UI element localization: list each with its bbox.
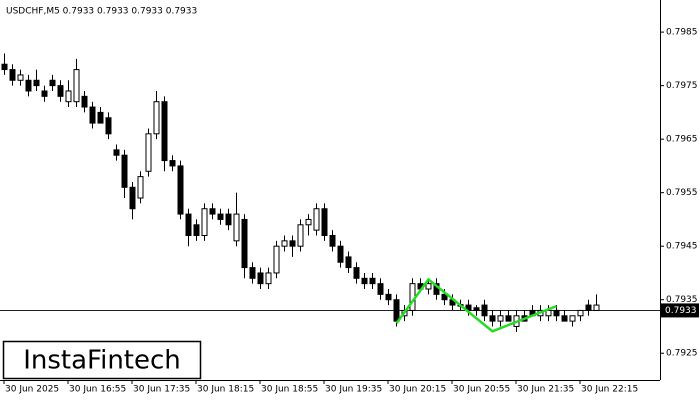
candle-body xyxy=(329,234,336,247)
x-tick-label: 30 Jun 20:55 xyxy=(453,385,510,395)
candle-body xyxy=(217,213,224,220)
x-tick-label: 30 Jun 2025 xyxy=(5,385,59,395)
pattern-line xyxy=(395,277,557,333)
y-tick-label: 0.7965 xyxy=(666,135,698,145)
candle-body xyxy=(585,304,592,311)
x-tick-label: 30 Jun 18:55 xyxy=(261,385,318,395)
candle-body xyxy=(265,272,272,285)
candle-body xyxy=(225,213,232,226)
candle-body xyxy=(273,245,280,274)
candle-body xyxy=(425,283,432,290)
candle-body xyxy=(185,213,192,236)
candle-body xyxy=(49,79,56,87)
candle-body xyxy=(129,186,136,210)
candle-body xyxy=(305,218,312,226)
candle-body xyxy=(25,79,32,92)
candle-body xyxy=(561,315,568,322)
x-tick-label: 30 Jun 20:15 xyxy=(389,385,446,395)
candle-body xyxy=(345,256,352,269)
candle-body xyxy=(313,208,320,231)
candle-body xyxy=(377,283,384,295)
candle-body xyxy=(553,309,560,317)
candle-body xyxy=(297,224,304,247)
candle-body xyxy=(577,309,584,317)
x-tick-label: 30 Jun 18:15 xyxy=(197,385,254,395)
candle-body xyxy=(169,160,176,167)
candle-body xyxy=(177,165,184,215)
candle-body xyxy=(89,106,96,124)
candle-body xyxy=(257,272,264,285)
candle-body xyxy=(385,293,392,301)
chart-title: USDCHF,M5 0.7933 0.7933 0.7933 0.7933 xyxy=(6,7,197,17)
candle-body xyxy=(1,63,8,71)
candle-body xyxy=(441,293,448,301)
y-tick-label: 0.7935 xyxy=(666,295,698,305)
candle-body xyxy=(41,90,48,97)
candle-body xyxy=(81,95,88,108)
y-tick-label: 0.7975 xyxy=(666,81,698,91)
candle-body xyxy=(489,315,496,322)
candle-body xyxy=(209,208,216,215)
watermark: InstaFintech xyxy=(23,346,181,376)
candle-body xyxy=(113,149,120,156)
candle-body xyxy=(193,224,200,236)
candle-body xyxy=(569,315,576,322)
candle-body xyxy=(201,208,208,236)
current-price-box xyxy=(661,303,699,318)
candle-body xyxy=(505,315,512,322)
candle-body xyxy=(249,267,256,279)
candle-body xyxy=(369,277,376,285)
candle-body xyxy=(97,111,104,124)
y-tick-label: 0.7955 xyxy=(666,188,698,198)
y-tick-label: 0.7945 xyxy=(666,242,698,252)
candle-body xyxy=(161,101,168,162)
candle-body xyxy=(473,307,480,311)
candle-body xyxy=(241,218,248,269)
candle-body xyxy=(233,213,240,242)
x-tick-label: 30 Jun 21:35 xyxy=(517,385,574,395)
candle-body xyxy=(321,208,328,236)
candle-body xyxy=(337,245,344,263)
candle-body xyxy=(281,240,288,247)
candle-body xyxy=(593,304,600,311)
candle-body xyxy=(145,133,152,172)
candle-body xyxy=(73,69,80,103)
candle-body xyxy=(289,240,296,247)
candle-body xyxy=(137,176,144,199)
candle-body xyxy=(361,277,368,285)
candle-body xyxy=(65,90,72,103)
x-tick-label: 30 Jun 17:35 xyxy=(133,385,190,395)
candle-body xyxy=(33,79,40,87)
candle-body xyxy=(17,74,24,81)
candle-body xyxy=(353,267,360,279)
y-tick-label: 0.7985 xyxy=(666,28,698,38)
candle-body xyxy=(9,69,16,81)
x-tick-label: 30 Jun 16:55 xyxy=(69,385,126,395)
candle-body xyxy=(497,315,504,322)
candle-body xyxy=(105,117,112,135)
current-price-label: 0.7933 xyxy=(665,306,697,316)
watermark-box xyxy=(2,340,202,380)
x-tick-label: 30 Jun 22:15 xyxy=(581,385,638,395)
y-tick-label: 0.7925 xyxy=(666,349,698,359)
candle-body xyxy=(121,154,128,188)
candle-body xyxy=(153,101,160,135)
x-tick-label: 30 Jun 19:35 xyxy=(325,385,382,395)
candle-body xyxy=(57,85,64,97)
